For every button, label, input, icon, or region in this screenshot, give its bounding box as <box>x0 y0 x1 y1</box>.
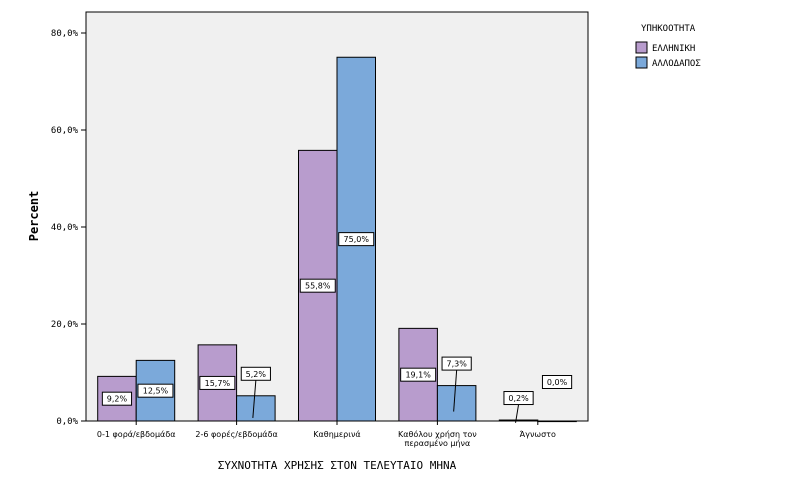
data-label: 9,2% <box>107 395 128 404</box>
legend-label: ΑΛΛΟΔΑΠΟΣ <box>652 59 701 69</box>
x-tick-label: περασμένο μήνα <box>405 438 471 448</box>
label-leader-line <box>252 380 257 418</box>
y-tick-label: 60,0% <box>51 126 79 136</box>
x-tick-label: Καθόλου χρήση τον <box>398 429 477 439</box>
legend-title: ΥΠΗΚΟΟΤΗΤΑ <box>641 24 696 34</box>
data-label-box <box>400 367 437 382</box>
data-label: 55,8% <box>305 282 331 291</box>
data-label: 75,0% <box>344 235 370 244</box>
legend: ΥΠΗΚΟΟΤΗΤΑ ΕΛΛΗΝΙΚΗ ΑΛΛΟΔΑΠΟΣ <box>635 24 701 69</box>
data-label-box <box>199 375 236 390</box>
legend-swatch <box>635 56 648 69</box>
data-label: 15,7% <box>205 379 231 388</box>
data-label: 5,2% <box>246 370 267 379</box>
data-label-box <box>299 278 336 293</box>
y-tick-label: 0,0% <box>56 417 78 427</box>
data-label: 7,3% <box>446 360 467 369</box>
data-label-box <box>503 391 534 406</box>
y-tick-label: 40,0% <box>51 223 79 233</box>
bar-greek <box>498 419 539 422</box>
legend-label: ΕΛΛΗΝΙΚΗ <box>652 44 695 54</box>
x-axis-title: ΣΥΧΝΟΤΗΤΑ ΧΡΗΣΗΣ ΣΤΟΝ ΤΕΛΕΥΤΑΙΟ ΜΗΝΑ <box>218 459 457 472</box>
label-leader-line <box>515 404 520 423</box>
data-label: 19,1% <box>405 371 431 380</box>
label-leader-line <box>453 370 458 412</box>
y-axis: 0,0% 20,0% 40,0% 60,0% 80,0% <box>51 29 86 427</box>
x-tick-label: 2-6 φορές/εβδομάδα <box>195 429 277 439</box>
data-labels: 9,2% 12,5% 15,7% 5,2% 55,8% 75,0% 19,1% 7,3% 0,2… <box>101 232 573 423</box>
bar-foreign <box>236 395 276 422</box>
x-tick-label: Καθημερινά <box>313 430 360 439</box>
data-label: 12,5% <box>143 387 169 396</box>
data-label-box <box>137 383 174 398</box>
data-label-box <box>240 366 271 381</box>
y-tick-label: 20,0% <box>51 320 79 330</box>
x-tick-label: 0-1 φορά/εβδομάδα <box>97 430 176 439</box>
data-label-box <box>441 356 472 371</box>
legend-swatch <box>635 41 648 54</box>
data-label-box <box>101 391 133 406</box>
data-label: 0,0% <box>547 378 568 387</box>
data-label: 0,2% <box>508 394 529 403</box>
bar-foreign <box>436 385 477 422</box>
x-axis: 0-1 φορά/εβδομάδα 2-6 φορές/εβδομάδα Καθημ… <box>97 421 556 448</box>
data-label-box <box>541 375 573 389</box>
bar-foreign <box>537 420 577 423</box>
y-axis-title: Percent <box>27 191 41 242</box>
x-tick-label: Άγνωστο <box>520 430 556 439</box>
y-tick-label: 80,0% <box>51 29 79 39</box>
data-label-box <box>338 232 375 247</box>
